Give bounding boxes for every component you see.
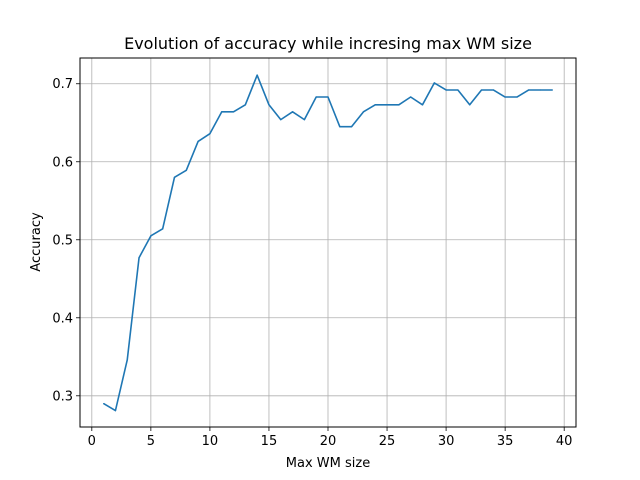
data-point	[539, 89, 542, 91]
data-point	[185, 169, 187, 171]
data-point	[244, 104, 246, 106]
y-tick-label: 0.5	[52, 233, 73, 248]
data-point	[421, 104, 424, 106]
data-point	[362, 111, 365, 113]
data-point	[280, 119, 282, 121]
x-tick-label: 5	[147, 434, 155, 449]
data-point	[162, 228, 164, 230]
data-point	[433, 82, 435, 84]
data-point	[551, 89, 553, 91]
data-point	[386, 104, 388, 106]
data-point	[504, 96, 506, 98]
x-tick-label: 0	[88, 434, 96, 449]
data-point	[303, 119, 305, 121]
data-point	[339, 126, 341, 128]
data-point	[197, 140, 199, 143]
x-tick-label: 20	[320, 434, 337, 449]
y-tick-label: 0.7	[52, 77, 73, 92]
data-point	[268, 104, 270, 106]
plot-area	[103, 74, 553, 412]
data-point	[103, 402, 105, 405]
data-point	[291, 111, 294, 113]
y-tick-label: 0.6	[52, 155, 73, 170]
chart-title: Evolution of accuracy while incresing ma…	[124, 34, 532, 53]
data-point	[114, 410, 117, 412]
x-tick-label: 40	[556, 434, 573, 449]
data-point	[150, 235, 152, 237]
x-axis-label: Max WM size	[286, 456, 370, 471]
data-point	[528, 89, 530, 91]
data-point	[516, 96, 518, 98]
data-point	[351, 126, 353, 128]
data-point	[209, 133, 211, 135]
axes-frame	[79, 57, 577, 428]
data-point	[126, 359, 128, 361]
data-point	[315, 96, 317, 98]
data-point	[457, 89, 459, 91]
x-tick-label: 30	[438, 434, 455, 449]
data-point	[221, 111, 223, 113]
grid	[80, 58, 576, 427]
x-tick-label: 15	[261, 434, 278, 449]
data-point	[327, 96, 329, 98]
data-point	[138, 257, 140, 259]
x-tick-label: 10	[202, 434, 219, 449]
data-point	[410, 96, 412, 98]
data-point	[445, 89, 447, 91]
data-point	[173, 176, 176, 178]
ticks: 0 5 10 15 20 25 30 35 40 0.3 0.4 0.5 0.6 0.7	[52, 77, 572, 449]
y-tick-label: 0.3	[52, 389, 73, 404]
data-point	[398, 104, 400, 106]
x-tick-label: 35	[497, 434, 514, 449]
data-point	[256, 74, 258, 76]
data-point	[492, 89, 494, 91]
y-axis-label: Accuracy	[29, 212, 44, 272]
data-point	[374, 104, 376, 106]
x-tick-label: 25	[379, 434, 396, 449]
data-point	[480, 89, 483, 91]
data-point	[469, 104, 471, 106]
data-point	[232, 111, 235, 113]
y-tick-label: 0.4	[52, 311, 73, 326]
